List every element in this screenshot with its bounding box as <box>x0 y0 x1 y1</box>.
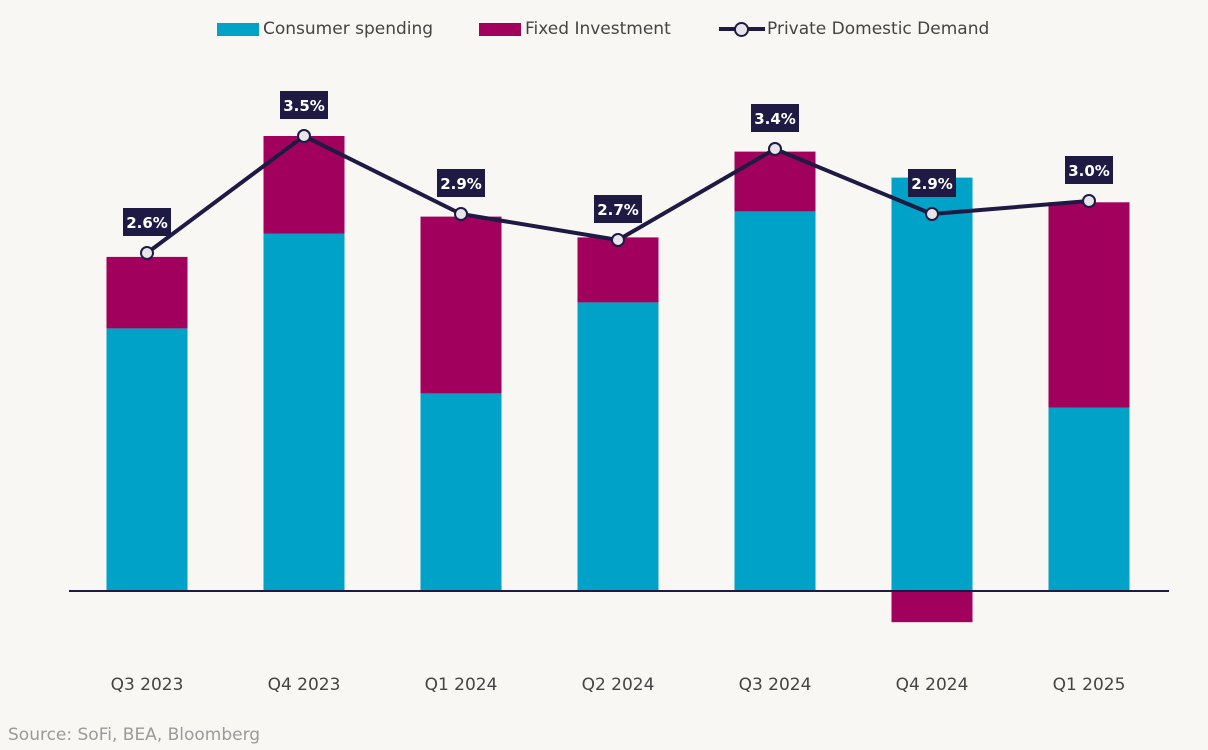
data-label-box <box>751 104 799 132</box>
bar-fixed-investment <box>420 216 502 394</box>
line-point <box>611 233 625 247</box>
line-point <box>925 207 939 221</box>
legend-label: Fixed Investment <box>525 19 671 39</box>
bar-consumer-spending <box>106 328 188 591</box>
legend-label: Private Domestic Demand <box>767 19 990 39</box>
legend-item-fixed-investment[interactable]: Fixed Investment <box>479 19 671 39</box>
legend: Consumer spending Fixed Investment Priva… <box>0 19 1208 45</box>
bar-fixed-investment <box>1048 202 1130 408</box>
data-label: 3.4% <box>754 110 796 128</box>
bar-fixed-investment <box>263 136 345 234</box>
x-tick-label: Q1 2024 <box>425 675 498 695</box>
data-label-box <box>1065 156 1113 184</box>
line-point <box>1082 194 1096 208</box>
legend-item-private-domestic-demand[interactable]: Private Domestic Demand <box>719 19 989 39</box>
x-tick-label: Q3 2024 <box>739 675 812 695</box>
source-note: Source: SoFi, BEA, Bloomberg <box>8 725 261 745</box>
x-tick-label: Q1 2025 <box>1053 675 1126 695</box>
data-label: 2.9% <box>440 175 482 193</box>
fixed-investment-swatch <box>479 22 521 36</box>
data-label: 3.0% <box>1068 162 1110 180</box>
line-point <box>768 142 782 156</box>
bar-consumer-spending <box>1048 407 1130 591</box>
x-tick-label: Q4 2023 <box>268 675 341 695</box>
bar-fixed-investment <box>577 237 659 303</box>
bar-consumer-spending <box>420 393 502 591</box>
x-tick-label: Q2 2024 <box>582 675 655 695</box>
data-label: 2.6% <box>126 214 168 232</box>
x-tick-label: Q3 2023 <box>111 675 184 695</box>
data-label: 2.9% <box>911 175 953 193</box>
consumer-spending-swatch <box>217 22 259 36</box>
data-label-box <box>594 195 642 223</box>
line-point <box>454 207 468 221</box>
line-point <box>297 129 311 143</box>
data-label-box <box>280 91 328 119</box>
line-marker-icon <box>719 21 765 37</box>
data-label-box <box>437 169 485 197</box>
bar-consumer-spending <box>577 302 659 591</box>
legend-item-consumer-spending[interactable]: Consumer spending <box>217 19 433 39</box>
data-label-box <box>123 208 171 236</box>
line-point <box>140 246 154 260</box>
bar-consumer-spending <box>891 177 973 591</box>
data-label-box <box>908 169 956 197</box>
legend-label: Consumer spending <box>263 19 434 39</box>
bar-consumer-spending <box>263 233 345 591</box>
bar-fixed-investment <box>106 256 188 329</box>
x-tick-label: Q4 2024 <box>896 675 969 695</box>
data-label: 3.5% <box>283 97 325 115</box>
data-label: 2.7% <box>597 201 639 219</box>
bar-fixed-investment <box>891 591 973 623</box>
bar-consumer-spending <box>734 211 816 591</box>
